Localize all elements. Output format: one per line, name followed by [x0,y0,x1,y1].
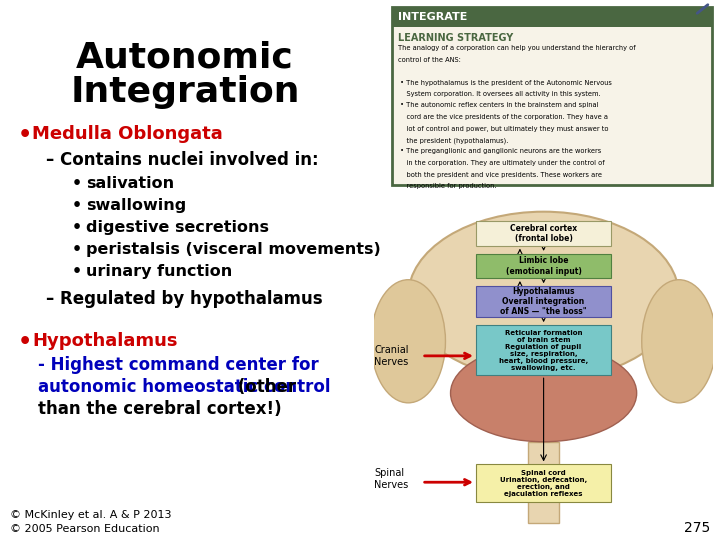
Ellipse shape [408,212,679,380]
Text: control of the ANS:: control of the ANS: [398,57,461,63]
Text: lot of control and power, but ultimately they must answer to: lot of control and power, but ultimately… [398,125,608,132]
Text: © 2005 Pearson Education: © 2005 Pearson Education [10,524,160,534]
Text: autonomic homeostatic control: autonomic homeostatic control [38,378,330,396]
Text: urinary function: urinary function [86,264,233,279]
FancyBboxPatch shape [476,221,611,246]
Text: - Highest command center for: - Highest command center for [38,356,319,374]
Text: in the corporation. They are ultimately under the control of: in the corporation. They are ultimately … [398,160,605,166]
Text: •: • [72,264,82,279]
Text: •: • [72,242,82,257]
Text: •: • [72,176,82,191]
FancyBboxPatch shape [476,254,611,278]
Text: Hypothalamus
Overall integration
of ANS — "the boss": Hypothalamus Overall integration of ANS … [500,287,587,316]
FancyBboxPatch shape [476,325,611,375]
Text: cord are the vice presidents of the corporation. They have a: cord are the vice presidents of the corp… [398,114,608,120]
Text: Limbic lobe
(emotional input): Limbic lobe (emotional input) [505,256,582,275]
Bar [392,7,712,27]
Text: Contains nuclei involved in:: Contains nuclei involved in: [60,151,319,169]
Bar [392,7,712,185]
Text: responsible for production.: responsible for production. [398,183,497,189]
Text: both the president and vice presidents. These workers are: both the president and vice presidents. … [398,172,602,178]
Text: System corporation. It oversees all activity in this system.: System corporation. It oversees all acti… [398,91,600,97]
FancyBboxPatch shape [476,286,611,317]
FancyBboxPatch shape [476,464,611,502]
Text: • The preganglionic and ganglionic neurons are the workers: • The preganglionic and ganglionic neuro… [398,148,601,154]
Text: salivation: salivation [86,176,174,191]
Text: • The autonomic reflex centers in the brainstem and spinal: • The autonomic reflex centers in the br… [398,103,598,109]
Text: the president (hypothalamus).: the president (hypothalamus). [398,137,508,144]
Text: •: • [72,220,82,235]
Text: swallowing: swallowing [86,198,186,213]
Ellipse shape [371,280,446,403]
Text: Spinal cord
Urination, defecation,
erection, and
ejaculation reflexes: Spinal cord Urination, defecation, erect… [500,469,588,497]
Text: •: • [18,332,32,352]
Text: © McKinley et al. A & P 2013: © McKinley et al. A & P 2013 [10,510,171,520]
Text: Medulla Oblongata: Medulla Oblongata [32,125,222,143]
Text: Autonomic: Autonomic [76,40,294,74]
Text: INTEGRATE: INTEGRATE [398,12,467,22]
Text: • The hypothalamus is the president of the Autonomic Nervous: • The hypothalamus is the president of t… [398,79,612,85]
Text: (other: (other [233,378,297,396]
Text: Reticular formation
of brain stem
Regulation of pupil
size, respiration,
heart, : Reticular formation of brain stem Regula… [499,330,588,370]
Text: •: • [18,125,32,145]
Text: Regulated by hypothalamus: Regulated by hypothalamus [60,290,323,308]
Text: The analogy of a corporation can help you understand the hierarchy of: The analogy of a corporation can help yo… [398,45,636,51]
Text: •: • [72,198,82,213]
Text: –: – [45,151,53,169]
Text: than the cerebral cortex!): than the cerebral cortex!) [38,400,282,418]
Text: 275: 275 [684,521,710,535]
Text: Cerebral cortex
(frontal lobe): Cerebral cortex (frontal lobe) [510,224,577,243]
Ellipse shape [642,280,716,403]
Bar [528,442,559,523]
Ellipse shape [451,345,636,442]
Text: Hypothalamus: Hypothalamus [32,332,178,350]
Text: –: – [45,290,53,308]
Text: digestive secretions: digestive secretions [86,220,269,235]
Text: peristalsis (visceral movements): peristalsis (visceral movements) [86,242,381,257]
Text: LEARNING STRATEGY: LEARNING STRATEGY [398,33,513,43]
Text: Spinal
Nerves: Spinal Nerves [374,468,409,490]
Text: Cranial
Nerves: Cranial Nerves [374,345,409,367]
Text: Integration: Integration [71,75,300,109]
